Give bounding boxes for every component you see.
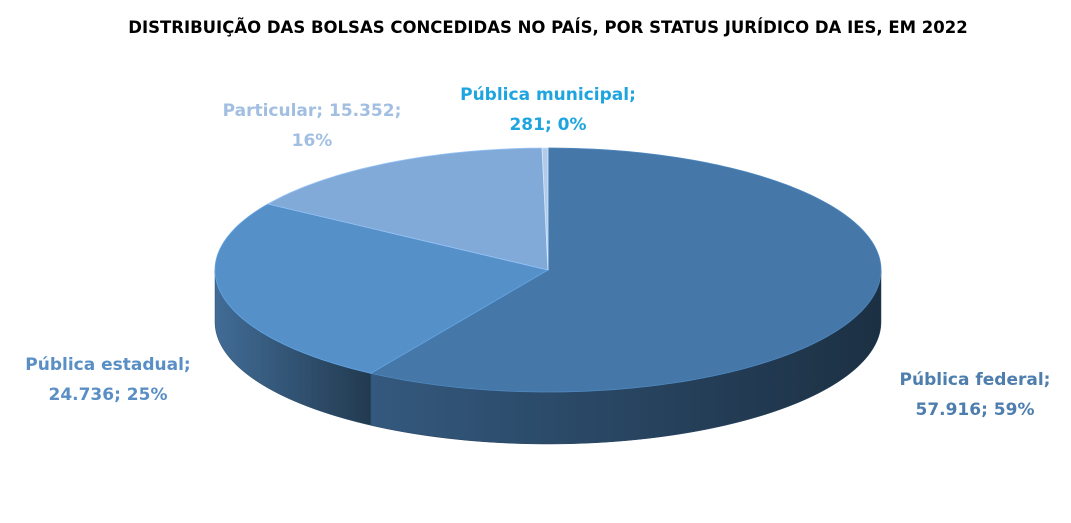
- chart-title: DISTRIBUIÇÃO DAS BOLSAS CONCEDIDAS NO PA…: [128, 18, 968, 37]
- slice: [541, 147, 549, 271]
- data-label: Pública estadual; 24.736; 25%: [25, 355, 191, 405]
- data-label: Pública municipal; 281; 0%: [460, 85, 636, 135]
- data-label: Particular; 15.352; 16%: [222, 101, 402, 151]
- data-label: Pública federal; 57.916; 59%: [899, 370, 1051, 420]
- slice: [214, 203, 550, 374]
- slice: [266, 147, 549, 271]
- slice: [369, 147, 882, 393]
